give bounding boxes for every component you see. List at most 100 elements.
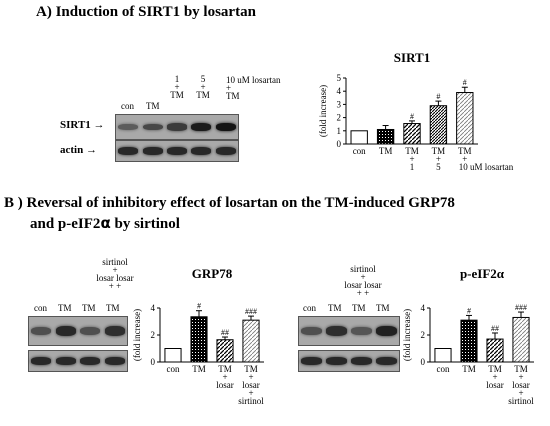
blot-band bbox=[55, 326, 76, 336]
y-tick-label: 4 bbox=[151, 303, 156, 313]
grp78-actin-blot bbox=[28, 350, 128, 372]
significance-mark: # bbox=[410, 112, 414, 121]
significance-mark: # bbox=[467, 306, 471, 315]
x-tick-label: losar bbox=[486, 380, 504, 390]
blot-band bbox=[326, 357, 347, 365]
significance-mark: # bbox=[463, 78, 467, 87]
y-tick-label: 0 bbox=[151, 357, 156, 367]
x-tick-label: 1 bbox=[410, 162, 415, 172]
x-tick-label: 5 bbox=[436, 162, 441, 172]
blot-band bbox=[104, 357, 125, 365]
x-tick-label: sirtinol bbox=[508, 396, 534, 406]
plus-mark: + bbox=[226, 83, 232, 93]
bar bbox=[456, 92, 474, 145]
x-tick-label: TM bbox=[462, 364, 476, 374]
chart-title: GRP78 bbox=[192, 266, 233, 281]
bar bbox=[403, 123, 421, 145]
y-tick-label: 2 bbox=[151, 330, 156, 340]
blot-band bbox=[31, 326, 52, 336]
x-tick-label: TM bbox=[458, 146, 472, 156]
bar bbox=[242, 319, 260, 363]
bar bbox=[434, 348, 452, 363]
bar bbox=[512, 316, 530, 363]
lane-label-con: con bbox=[121, 101, 134, 111]
blot-band bbox=[55, 357, 76, 365]
bar bbox=[350, 130, 368, 145]
x-tick-label: TM bbox=[244, 364, 258, 374]
left-stack-labels: sirtinol + losar losar + + bbox=[96, 257, 134, 291]
bar bbox=[486, 338, 504, 363]
y-tick-label: 4 bbox=[421, 303, 426, 313]
blot-band bbox=[215, 123, 236, 131]
blot-band bbox=[142, 123, 163, 131]
y-axis-label: (fold increase) bbox=[318, 85, 328, 137]
y-tick-label: 4 bbox=[337, 86, 342, 96]
x-tick-label: + bbox=[409, 154, 414, 164]
x-tick-label: losar bbox=[216, 380, 234, 390]
alpha-symbol: α bbox=[100, 214, 111, 232]
x-tick-label: + bbox=[248, 388, 253, 398]
grp78-blot bbox=[28, 316, 128, 346]
peif2a-actin-blot bbox=[298, 350, 400, 372]
x-tick-label: TM bbox=[379, 146, 393, 156]
x-tick-label: + bbox=[436, 154, 441, 164]
lane-label-tm-5: 5 + TM bbox=[196, 74, 210, 100]
bar bbox=[376, 128, 395, 145]
bar bbox=[190, 316, 208, 363]
grp78-lane-tm: TM bbox=[58, 303, 72, 313]
x-tick-label: + bbox=[462, 154, 467, 164]
x-tick-label: TM bbox=[192, 364, 206, 374]
x-tick-label: TM bbox=[514, 364, 528, 374]
x-tick-label: + bbox=[222, 372, 227, 382]
blot-band bbox=[301, 326, 322, 336]
x-tick-label: con bbox=[353, 146, 366, 156]
blot-band bbox=[376, 326, 397, 336]
bar bbox=[429, 105, 448, 145]
bar bbox=[460, 319, 478, 363]
blot-band bbox=[376, 357, 397, 365]
x-tick-label: losar bbox=[512, 380, 530, 390]
x-tick-label: con bbox=[167, 364, 180, 374]
sirt1-blot bbox=[115, 114, 239, 140]
blot-band bbox=[80, 326, 101, 336]
blot-band bbox=[191, 123, 212, 131]
lane-label-tm: TM bbox=[146, 101, 160, 111]
x-tick-label: sirtinol bbox=[238, 396, 264, 406]
peif2a-lane-tm: TM bbox=[328, 303, 342, 313]
blot-band bbox=[80, 357, 101, 365]
y-tick-label: 0 bbox=[337, 139, 342, 149]
blot-band bbox=[351, 357, 372, 365]
blot-band bbox=[142, 147, 163, 155]
significance-mark: ## bbox=[221, 328, 229, 337]
sirt1-row-label: SIRT1 → bbox=[60, 119, 105, 131]
x-tick-label: con bbox=[437, 364, 450, 374]
x-tick-label: + bbox=[518, 388, 523, 398]
losartan-dose-label: 10 uM losartan bbox=[226, 75, 281, 85]
peif2a-lane-tm-losar: TM bbox=[352, 303, 366, 313]
grp78-lane-con: con bbox=[34, 303, 47, 313]
x-tick-label: TM bbox=[488, 364, 502, 374]
blot-band bbox=[301, 357, 322, 365]
peif2a-blot bbox=[298, 316, 400, 346]
peif2a-chart: p-eIF2α(fold increase)024con#TM##TM+losa… bbox=[402, 266, 534, 406]
peif2a-lane-tm-losar-sirtinol: TM bbox=[376, 303, 390, 313]
significance-mark: ### bbox=[515, 303, 527, 312]
x-tick-label: TM bbox=[432, 146, 446, 156]
chart-title: p-eIF2α bbox=[460, 266, 505, 281]
significance-mark: # bbox=[436, 92, 440, 101]
blot-band bbox=[351, 327, 372, 335]
grp78-lane-tm-losar-sirtinol: TM bbox=[106, 303, 120, 313]
y-tick-label: 0 bbox=[421, 357, 426, 367]
panel-a-title: A) Induction of SIRT1 by losartan bbox=[36, 4, 256, 20]
x-tick-label: + bbox=[492, 372, 497, 382]
significance-mark: ### bbox=[245, 307, 257, 316]
y-axis-label: (fold increase) bbox=[132, 309, 142, 361]
bar bbox=[216, 339, 234, 363]
x-tick-label: losar bbox=[242, 380, 260, 390]
chart-title: SIRT1 bbox=[394, 50, 430, 65]
y-tick-label: 5 bbox=[337, 73, 342, 83]
panel-b-title-line2: and p-eIF2α by sirtinol bbox=[30, 214, 180, 232]
blot-band bbox=[118, 147, 139, 155]
right-stack-labels: sirtinol + losar losar + + bbox=[344, 264, 382, 298]
blot-band bbox=[118, 123, 139, 131]
